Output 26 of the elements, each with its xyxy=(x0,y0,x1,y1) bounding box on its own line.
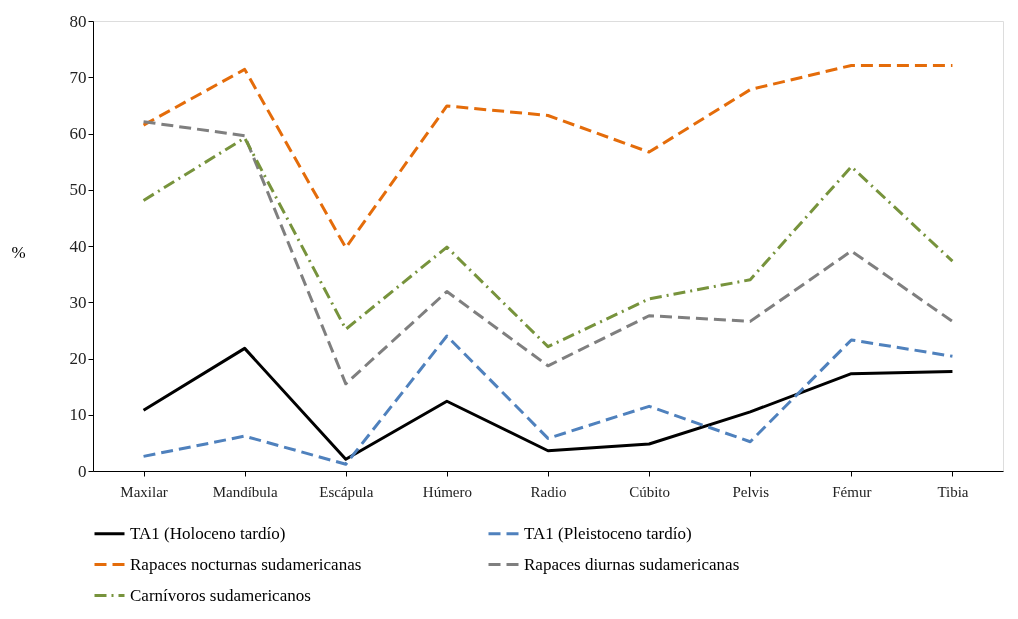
legend-label: Rapaces nocturnas sudamericanas xyxy=(130,554,362,574)
y-tick-label: 0 xyxy=(78,461,87,481)
x-tick-label: Radio xyxy=(530,483,567,500)
y-tick-label: 70 xyxy=(69,67,87,87)
y-tick-label: 20 xyxy=(69,349,87,368)
y-tick-label: 80 xyxy=(69,11,87,31)
x-tick-label: Fémur xyxy=(832,483,872,500)
x-tick-label: Húmero xyxy=(422,483,472,500)
line-series xyxy=(142,136,954,349)
y-tick-label: 40 xyxy=(69,236,87,256)
y-tick-label: 10 xyxy=(69,405,87,425)
x-tick-label: Cúbito xyxy=(629,483,671,500)
legend-label: TA1 (Holoceno tardío) xyxy=(130,523,286,543)
legend-label: TA1 (Pleistoceno tardío) xyxy=(524,523,692,543)
y-tick-label: 30 xyxy=(69,292,87,312)
y-tick-label: 60 xyxy=(69,124,87,143)
line-series xyxy=(142,120,954,386)
x-tick-label: Maxilar xyxy=(120,483,168,500)
legend-label: Carnívoros sudamericanos xyxy=(130,585,311,605)
x-tick-label: Tibia xyxy=(937,483,969,500)
x-tick-label: Mandíbula xyxy=(212,483,278,500)
legend-label: Rapaces diurnas sudamericanas xyxy=(524,554,740,574)
y-axis-title: % xyxy=(11,242,26,262)
x-tick-label: Escápula xyxy=(319,483,374,500)
y-tick-label: 50 xyxy=(69,180,87,200)
x-tick-label: Pelvis xyxy=(732,483,770,500)
